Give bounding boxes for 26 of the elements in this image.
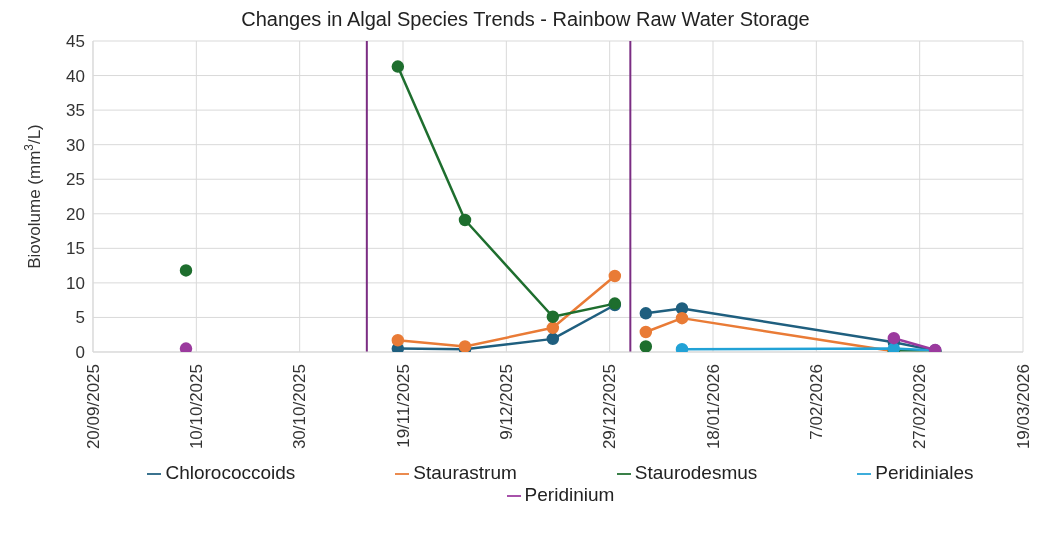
chart-title: Changes in Algal Species Trends - Rainbow Raw Water Storage (240, 8, 811, 31)
y-tick-label: 0 (75, 343, 85, 363)
legend-label: Peridinium (524, 484, 615, 505)
x-tick-label: 9/12/2025 (496, 364, 516, 440)
y-tick-label: 5 (75, 308, 85, 328)
x-tick-label: 27/02/2026 (910, 364, 930, 450)
x-tick-label: 18/01/2026 (703, 364, 723, 450)
y-tick-label: 10 (66, 273, 85, 293)
legend-label: Chlorococcoids (165, 462, 296, 483)
y-tick-label: 25 (66, 170, 85, 190)
y-tick-label: 15 (66, 239, 85, 259)
y-tick-label: 40 (66, 66, 85, 86)
y-tick-label: 35 (66, 101, 85, 121)
y-tick-label: 20 (66, 204, 85, 224)
y-tick-label: 30 (66, 135, 85, 155)
x-tick-label: 29/12/2025 (600, 364, 620, 450)
legend-label: Staurastrum (413, 462, 517, 483)
x-tick-label: 19/03/2026 (1013, 364, 1033, 450)
legend-label: Peridiniales (875, 462, 974, 483)
x-tick-label: 19/11/2025 (393, 364, 413, 448)
y-tick-label: 45 (66, 32, 85, 52)
legend-label: Staurodesmus (634, 462, 758, 483)
x-tick-label: 30/10/2025 (290, 364, 310, 450)
x-tick-label: 10/10/2025 (186, 364, 206, 450)
x-tick-label: 20/09/2025 (83, 364, 103, 450)
x-tick-label: 7/02/2026 (806, 364, 826, 440)
